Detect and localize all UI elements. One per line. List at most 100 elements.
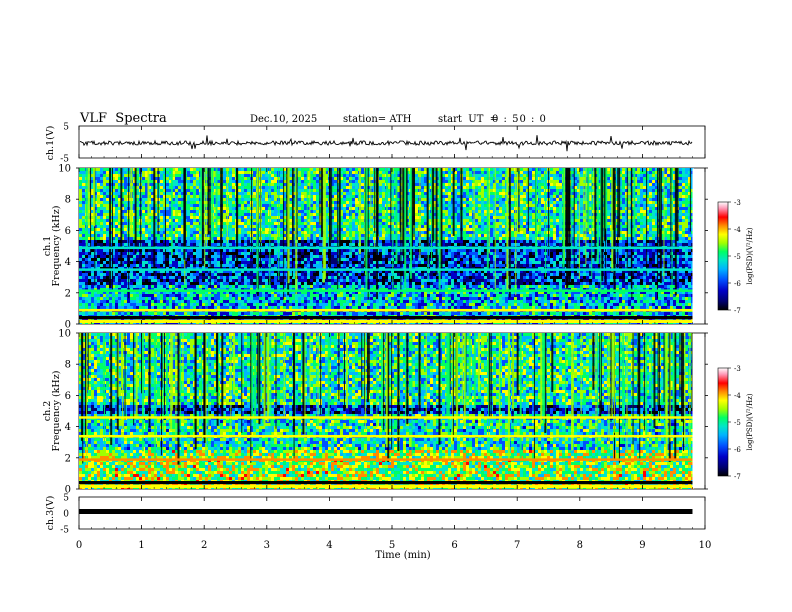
- spectrogram-cell: [223, 210, 226, 213]
- spectrogram-cell: [91, 249, 94, 252]
- spectrogram-cell: [226, 303, 229, 306]
- spectrogram-cell: [304, 255, 307, 258]
- spectrogram-cell: [211, 294, 214, 297]
- spectrogram-cell: [193, 249, 196, 252]
- spectrogram-cell: [166, 261, 169, 264]
- spectrogram-cell: [331, 273, 334, 276]
- spectrogram-cell: [166, 282, 169, 285]
- spectrogram-cell: [295, 312, 298, 315]
- spectrogram-cell: [301, 261, 304, 264]
- spectrogram-cell: [334, 177, 337, 180]
- spectrogram-cell: [154, 297, 157, 300]
- spectrogram-cell: [310, 192, 313, 195]
- spectrogram-cell: [226, 270, 229, 273]
- spectrogram-cell: [280, 180, 283, 183]
- spectrogram-cell: [172, 291, 175, 294]
- spectrogram-cell: [82, 225, 85, 228]
- spectrogram-cell: [103, 270, 106, 273]
- spectrogram-cell: [331, 300, 334, 303]
- spectrogram-cell: [169, 219, 172, 222]
- spectrogram-cell: [262, 261, 265, 264]
- spectrogram-cell: [355, 183, 358, 186]
- spectrogram-cell: [229, 177, 232, 180]
- spectrogram-cell: [232, 255, 235, 258]
- spectrogram-cell: [130, 294, 133, 297]
- spectrogram-cell: [130, 291, 133, 294]
- spectrogram-cell: [238, 276, 241, 279]
- spectrogram-cell: [118, 168, 121, 171]
- spectrogram-cell: [331, 255, 334, 258]
- spectrogram-cell: [313, 291, 316, 294]
- spectrogram-cell: [157, 303, 160, 306]
- spectrogram-cell: [343, 282, 346, 285]
- spectrogram-cell: [217, 255, 220, 258]
- spectrogram-cell: [79, 204, 82, 207]
- spectrogram-cell: [340, 171, 343, 174]
- spectrogram-cell: [313, 273, 316, 276]
- spectrogram-cell: [301, 213, 304, 216]
- spectrogram-cell: [331, 276, 334, 279]
- spectrogram-cell: [202, 297, 205, 300]
- spectrogram-cell: [79, 297, 82, 300]
- spectrogram-cell: [142, 279, 145, 282]
- spectrogram-cell: [250, 306, 253, 309]
- spectrogram-cell: [88, 300, 91, 303]
- spectrogram-cell: [238, 204, 241, 207]
- spectrogram-cell: [172, 279, 175, 282]
- spectrogram-cell: [127, 312, 130, 315]
- spectrogram-cell: [304, 240, 307, 243]
- spectrogram-cell: [292, 285, 295, 288]
- spectrogram-cell: [325, 207, 328, 210]
- spectrogram-cell: [325, 276, 328, 279]
- spectrogram-cell: [190, 237, 193, 240]
- spectrogram-cell: [334, 183, 337, 186]
- spectrogram-cell: [175, 240, 178, 243]
- spectrogram-cell: [355, 318, 358, 321]
- spectrogram-cell: [166, 192, 169, 195]
- spectrogram-cell: [250, 297, 253, 300]
- spectrogram-cell: [217, 210, 220, 213]
- spectrogram-cell: [220, 300, 223, 303]
- spectrogram-cell: [343, 243, 346, 246]
- spectrogram-cell: [241, 243, 244, 246]
- spectrogram-cell: [148, 282, 151, 285]
- spectrogram-cell: [184, 291, 187, 294]
- spectrogram-cell: [112, 312, 115, 315]
- spectrogram-cell: [313, 210, 316, 213]
- spectrogram-cell: [316, 231, 319, 234]
- spectrogram-cell: [241, 192, 244, 195]
- spectrogram-cell: [124, 273, 127, 276]
- spectrogram-cell: [85, 297, 88, 300]
- spectrogram-cell: [106, 318, 109, 321]
- spectrogram-cell: [145, 252, 148, 255]
- spectrogram-cell: [238, 243, 241, 246]
- spectrogram-cell: [142, 228, 145, 231]
- spectrogram-cell: [274, 204, 277, 207]
- spectrogram-cell: [331, 243, 334, 246]
- spectrogram-cell: [310, 243, 313, 246]
- spectrogram-cell: [196, 189, 199, 192]
- spectrogram-cell: [310, 255, 313, 258]
- spectrogram-cell: [325, 312, 328, 315]
- spectrogram-cell: [214, 276, 217, 279]
- spectrogram-cell: [253, 207, 256, 210]
- spectrogram-cell: [298, 237, 301, 240]
- spectrogram-cell: [334, 300, 337, 303]
- spectrogram-cell: [151, 234, 154, 237]
- spectrogram-cell: [283, 210, 286, 213]
- spectrogram-cell: [91, 177, 94, 180]
- spectrogram-cell: [283, 177, 286, 180]
- spectrogram-cell: [97, 318, 100, 321]
- spectrogram-cell: [364, 300, 367, 303]
- spectrogram-cell: [289, 168, 292, 171]
- spectrogram-cell: [106, 255, 109, 258]
- spectrogram-cell: [103, 276, 106, 279]
- spectrogram-cell: [340, 285, 343, 288]
- spectrogram-cell: [136, 243, 139, 246]
- spectrogram-cell: [238, 231, 241, 234]
- spectrogram-cell: [280, 303, 283, 306]
- spectrogram-cell: [196, 168, 199, 171]
- spectrogram-cell: [199, 297, 202, 300]
- spectrogram-cell: [94, 249, 97, 252]
- spectrogram-cell: [328, 300, 331, 303]
